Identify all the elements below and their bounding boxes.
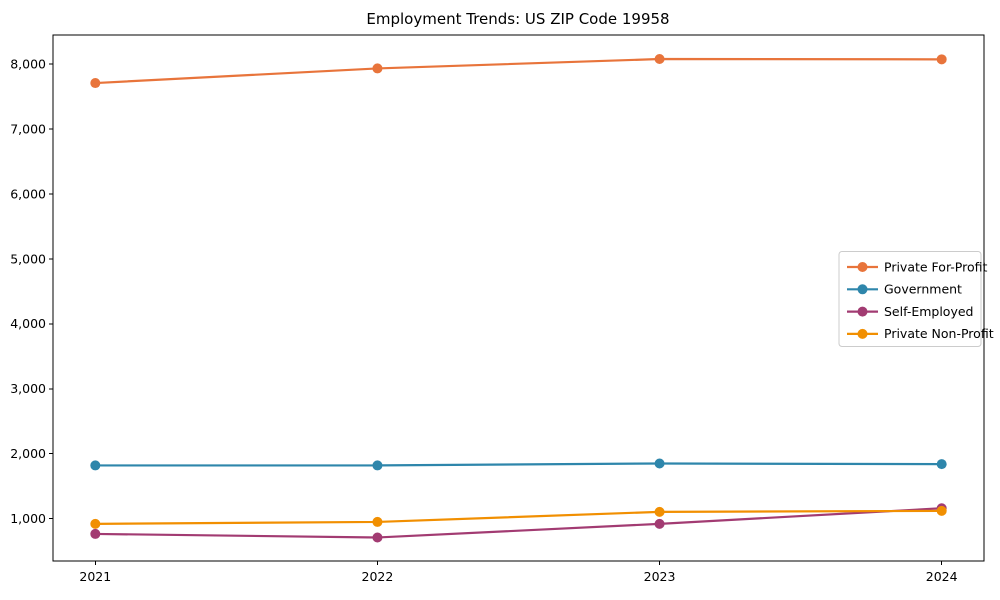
x-tick-label: 2024 xyxy=(926,569,958,584)
x-tick-label: 2021 xyxy=(79,569,111,584)
y-tick-label: 4,000 xyxy=(10,316,46,331)
series-line xyxy=(94,507,943,539)
data-point-marker xyxy=(90,78,101,89)
series-line xyxy=(94,57,943,85)
legend: Private For-Profit Government Self-Employe… xyxy=(838,251,994,347)
legend-marker xyxy=(857,262,868,272)
data-point-marker xyxy=(654,54,665,65)
series-self-employed xyxy=(90,503,947,543)
series-private-for-profit xyxy=(90,54,947,89)
data-point-marker xyxy=(372,63,383,74)
y-tick-label: 7,000 xyxy=(10,121,46,136)
plot-area: 1,000 2,000 3,000 4,000 5,000 6,000 7,000 8,000… xyxy=(10,34,994,584)
legend-box xyxy=(838,251,982,347)
y-tick-label: 2,000 xyxy=(10,446,46,461)
y-tick-label: 8,000 xyxy=(10,57,46,72)
data-point-marker xyxy=(654,458,665,469)
axes-frame xyxy=(52,34,985,562)
data-point-marker xyxy=(90,528,101,539)
data-point-marker xyxy=(936,54,947,65)
data-point-marker xyxy=(90,460,101,471)
x-tick-label: 2023 xyxy=(644,569,676,584)
data-point-marker xyxy=(372,460,383,471)
x-tick-label: 2022 xyxy=(362,569,394,584)
x-axis: 2021 2022 2023 2024 xyxy=(79,561,958,584)
legend-marker xyxy=(857,284,868,295)
legend-marker xyxy=(857,328,868,339)
legend-label: Private For-Profit xyxy=(884,259,987,274)
data-point-marker xyxy=(372,532,383,543)
data-point-marker xyxy=(90,518,101,529)
y-tick-label: 3,000 xyxy=(10,381,46,396)
y-tick-label: 1,000 xyxy=(10,511,46,526)
series-government xyxy=(90,458,947,471)
legend-entry: Private Non-Profit xyxy=(847,326,994,341)
data-point-marker xyxy=(372,516,383,527)
series-line xyxy=(94,462,943,467)
y-axis: 1,000 2,000 3,000 4,000 5,000 6,000 7,000 8,000 xyxy=(10,57,53,526)
data-point-marker xyxy=(936,505,947,516)
legend-label: Private Non-Profit xyxy=(884,326,994,341)
series-private-non-profit xyxy=(90,505,947,529)
series-line xyxy=(94,509,943,525)
legend-entry: Private For-Profit xyxy=(847,259,987,274)
legend-entry: Government xyxy=(847,282,962,297)
legend-label: Self-Employed xyxy=(884,304,973,319)
data-point-marker xyxy=(654,518,665,529)
legend-entry: Self-Employed xyxy=(847,304,973,319)
legend-label: Government xyxy=(884,282,962,297)
y-tick-label: 6,000 xyxy=(10,186,46,201)
chart-title: Employment Trends: US ZIP Code 19958 xyxy=(366,10,669,28)
legend-marker xyxy=(857,306,868,317)
data-point-marker xyxy=(654,506,665,517)
data-point-marker xyxy=(936,459,947,470)
y-tick-label: 5,000 xyxy=(10,251,46,266)
